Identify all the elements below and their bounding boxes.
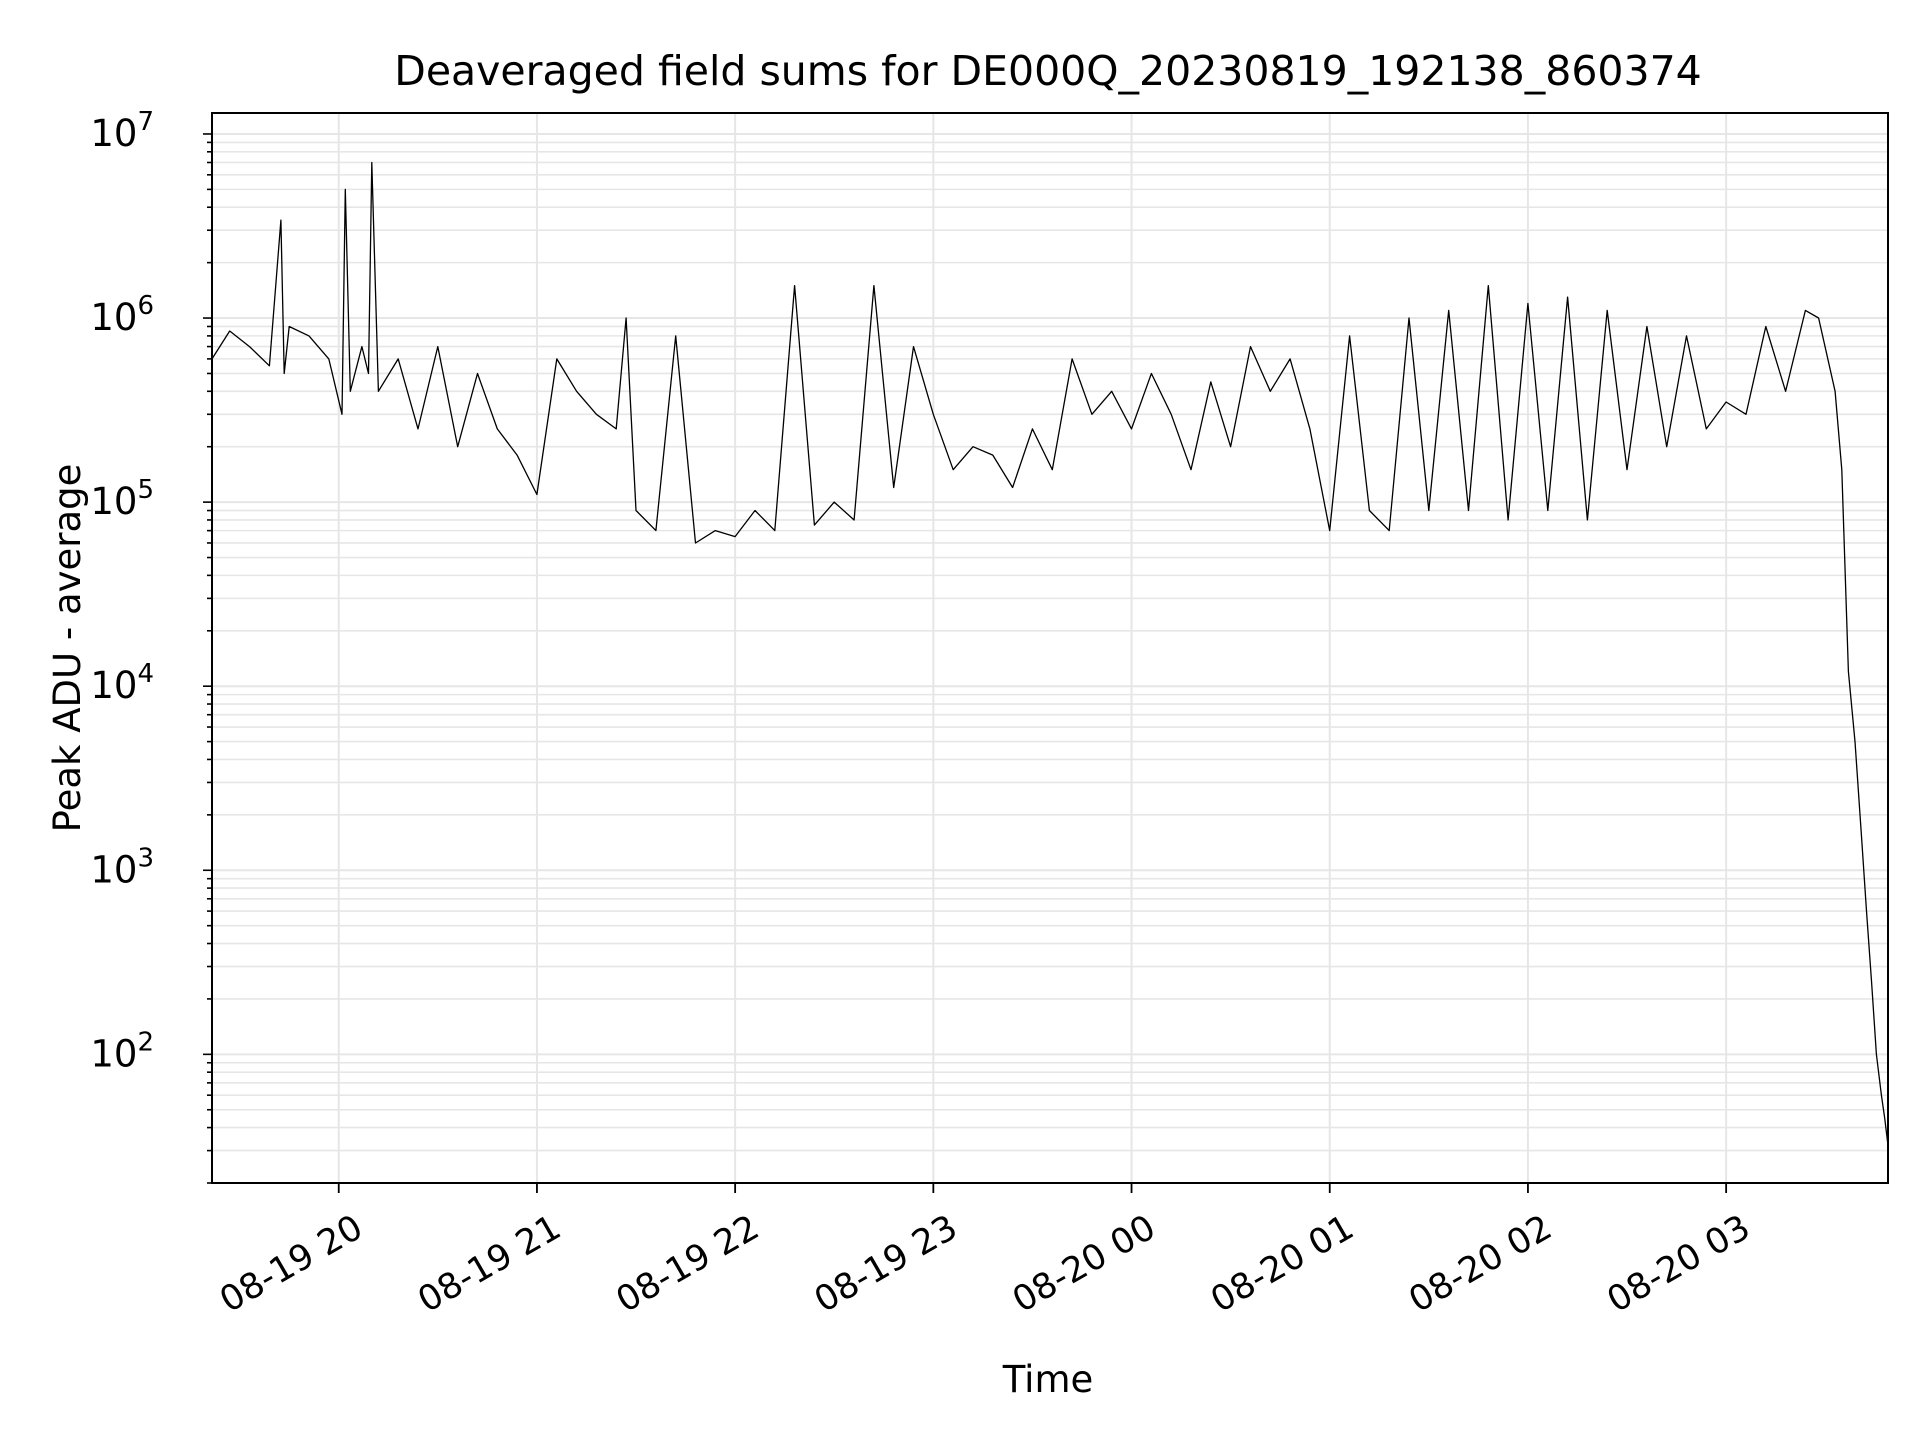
chart-title: Deaveraged field sums for DE000Q_2023081… — [394, 47, 1702, 95]
y-tick-label: 103 — [90, 843, 154, 891]
plot-data — [211, 161, 1889, 1146]
axis-ticks — [203, 133, 1728, 1193]
y-tick-label: 105 — [90, 475, 154, 523]
y-tick-label: 107 — [90, 107, 154, 155]
y-tick-label: 102 — [90, 1027, 154, 1075]
series-line — [211, 161, 1889, 1146]
y-axis-title: Peak ADU - average — [46, 464, 89, 833]
plot-frame — [211, 112, 1889, 1184]
x-axis-title: Time — [1002, 1358, 1094, 1401]
grid-lines — [212, 113, 1888, 1184]
y-tick-labels: 102 103 104 105 106 107 — [90, 107, 154, 1075]
y-tick-label: 104 — [90, 659, 154, 707]
y-tick-label: 106 — [90, 291, 154, 339]
